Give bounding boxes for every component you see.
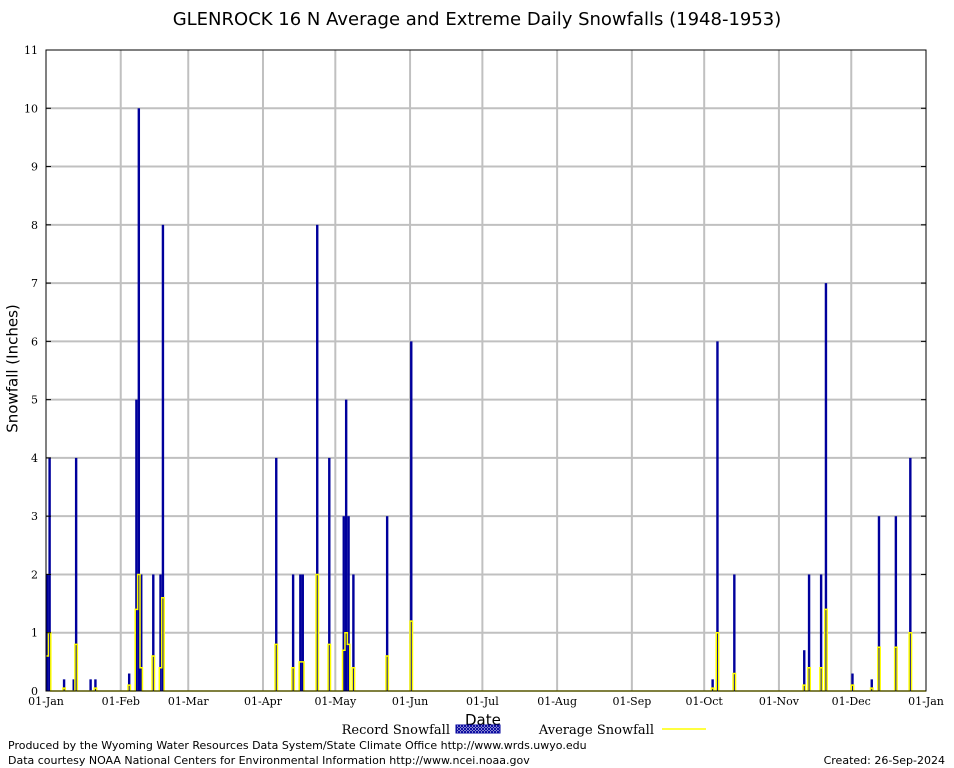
x-tick-label: 01-May xyxy=(314,695,357,708)
plot-border xyxy=(45,49,927,692)
x-tick-label: 01-Nov xyxy=(759,695,800,708)
record-bar xyxy=(342,516,345,691)
record-bar xyxy=(291,574,295,691)
legend-record-label: Record Snowfall xyxy=(342,723,450,738)
record-bar xyxy=(161,224,165,691)
record-bar xyxy=(807,574,811,691)
footer-courtesy: Data courtesy NOAA National Centers for … xyxy=(8,754,530,767)
y-tick-label: 9 xyxy=(31,161,38,174)
footer-produced-by: Produced by the Wyoming Water Resources … xyxy=(8,739,587,752)
x-tick-label: 01-Sep xyxy=(612,695,651,708)
y-tick-label: 6 xyxy=(31,335,38,348)
record-bar xyxy=(299,574,302,691)
x-tick-label: 01-Oct xyxy=(686,695,724,708)
x-tick-label: 01-Jul xyxy=(466,695,499,708)
y-tick-label: 0 xyxy=(31,685,38,698)
y-tick-label: 1 xyxy=(31,627,38,640)
record-bar xyxy=(74,457,78,691)
record-bar xyxy=(352,574,355,691)
record-bar xyxy=(894,516,898,691)
x-tick-label: 01-Jan xyxy=(28,695,64,708)
record-bar xyxy=(711,679,714,691)
record-bar xyxy=(316,224,319,691)
record-bar xyxy=(909,457,912,691)
record-bar xyxy=(870,679,873,691)
record-bar xyxy=(301,574,304,691)
record-bar xyxy=(135,399,138,691)
record-bar xyxy=(127,673,131,691)
record-bar xyxy=(385,516,389,691)
x-tick-label: 01-Feb xyxy=(102,695,140,708)
x-tick-label: 01-Jan xyxy=(908,695,944,708)
x-tick-label: 01-Apr xyxy=(244,695,283,708)
record-bar xyxy=(140,574,143,691)
record-bar xyxy=(137,108,141,692)
record-bar xyxy=(877,516,881,691)
x-tick-label: 01-Dec xyxy=(832,695,871,708)
record-bar xyxy=(94,679,97,691)
record-bar xyxy=(851,673,854,691)
x-axis-label: Date xyxy=(465,711,501,729)
y-tick-label: 3 xyxy=(31,510,38,523)
record-bar xyxy=(159,574,162,691)
record-bar xyxy=(275,457,278,691)
record-bar xyxy=(152,574,155,691)
record-bar xyxy=(89,679,92,691)
record-bar xyxy=(803,650,806,691)
legend-record-swatch xyxy=(455,724,501,734)
x-tick-label: 01-Aug xyxy=(537,695,577,708)
record-bar xyxy=(72,679,75,691)
chart-title: GLENROCK 16 N Average and Extreme Daily … xyxy=(172,9,782,30)
record-bar xyxy=(733,574,736,691)
x-tick-label: 01-Mar xyxy=(168,695,210,708)
legend-average-label: Average Snowfall xyxy=(538,723,654,738)
record-bar xyxy=(347,516,350,691)
y-tick-label: 8 xyxy=(31,219,38,232)
x-tick-label: 01-Jun xyxy=(392,695,428,708)
y-tick-label: 7 xyxy=(31,277,38,290)
record-bar xyxy=(716,341,719,691)
record-bar xyxy=(328,457,331,691)
record-bar xyxy=(410,341,413,691)
record-bar xyxy=(62,679,66,691)
record-bar xyxy=(344,399,348,691)
y-tick-label: 11 xyxy=(24,44,38,57)
footer-created: Created: 26-Sep-2024 xyxy=(823,754,945,767)
record-bar xyxy=(819,574,823,691)
legend: Record Snowfall Average Snowfall xyxy=(342,723,706,738)
y-tick-label: 5 xyxy=(31,394,38,407)
y-tick-label: 4 xyxy=(31,452,38,465)
y-tick-label: 10 xyxy=(24,102,38,115)
record-bar xyxy=(824,283,828,691)
y-tick-label: 2 xyxy=(31,568,38,581)
